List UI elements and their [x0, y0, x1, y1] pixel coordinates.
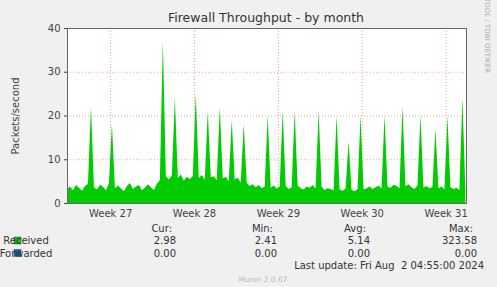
svg-text:Week 30: Week 30 — [341, 208, 384, 219]
svg-text:Week 29: Week 29 — [257, 208, 300, 219]
svg-text:2.41: 2.41 — [255, 235, 277, 246]
svg-text:Received: Received — [3, 235, 49, 246]
svg-text:Last update: Fri Aug 2 04:55:: Last update: Fri Aug 2 04:55:00 2024 — [294, 260, 484, 271]
svg-text:0.00: 0.00 — [348, 248, 370, 259]
svg-text:Week 27: Week 27 — [89, 208, 132, 219]
svg-text:0: 0 — [54, 198, 60, 209]
svg-text:Max:: Max: — [449, 223, 473, 234]
svg-text:Munin 2.0.67: Munin 2.0.67 — [238, 275, 287, 284]
svg-text:40: 40 — [48, 23, 61, 34]
svg-text:Firewall Throughput - by month: Firewall Throughput - by month — [168, 10, 364, 25]
svg-text:2.98: 2.98 — [154, 235, 176, 246]
svg-text:0.00: 0.00 — [154, 248, 176, 259]
svg-text:Week 28: Week 28 — [173, 208, 216, 219]
svg-text:30: 30 — [48, 66, 61, 77]
svg-text:20: 20 — [48, 110, 61, 121]
svg-text:10: 10 — [48, 154, 61, 165]
svg-text:Cur:: Cur: — [151, 223, 172, 234]
svg-text:Forwarded: Forwarded — [0, 248, 52, 259]
svg-text:RRDTOOL / TOBI OETIKER: RRDTOOL / TOBI OETIKER — [483, 0, 491, 73]
svg-text:Packets/second: Packets/second — [10, 78, 21, 155]
svg-text:Min:: Min: — [252, 223, 273, 234]
svg-text:0.00: 0.00 — [255, 248, 277, 259]
svg-text:323.58: 323.58 — [442, 235, 477, 246]
svg-text:5.14: 5.14 — [348, 235, 370, 246]
svg-text:Week 31: Week 31 — [424, 208, 467, 219]
svg-text:0.00: 0.00 — [455, 248, 477, 259]
svg-text:Avg:: Avg: — [344, 223, 366, 234]
